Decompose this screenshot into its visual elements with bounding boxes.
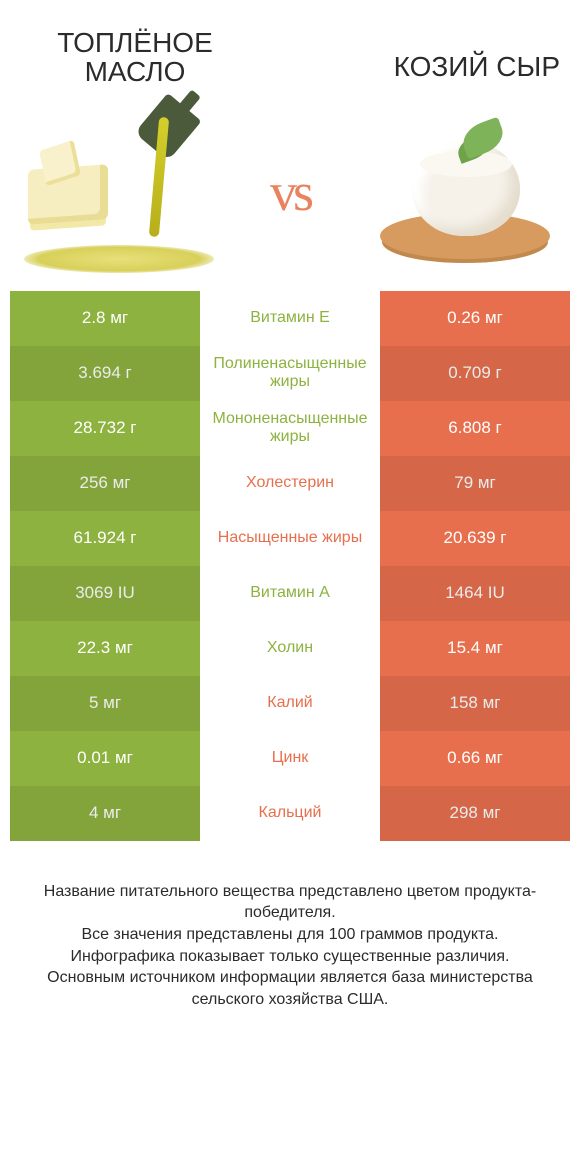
infographic: ТОПЛЁНОЕ МАСЛО КОЗИЙ СЫР vs 2.8 мгВитами… [10,0,570,1010]
left-value: 3069 IU [10,566,200,621]
table-row: 61.924 гНасыщенные жиры20.639 г [10,511,570,566]
nutrient-label: Витамин A [200,566,380,621]
right-product-image [360,107,560,277]
table-row: 28.732 гМононенасыщенные жиры6.808 г [10,401,570,456]
nutrient-label: Холин [200,621,380,676]
left-value: 2.8 мг [10,291,200,346]
right-value: 79 мг [380,456,570,511]
left-value: 4 мг [10,786,200,841]
left-value: 3.694 г [10,346,200,401]
title-left: ТОПЛЁНОЕ МАСЛО [20,28,250,87]
header: ТОПЛЁНОЕ МАСЛО КОЗИЙ СЫР [10,0,570,87]
left-value: 61.924 г [10,511,200,566]
table-row: 0.01 мгЦинк0.66 мг [10,731,570,786]
table-row: 22.3 мгХолин15.4 мг [10,621,570,676]
left-value: 22.3 мг [10,621,200,676]
right-value: 20.639 г [380,511,570,566]
title-right: КОЗИЙ СЫР [330,52,560,81]
left-value: 5 мг [10,676,200,731]
table-row: 3.694 гПолиненасыщенные жиры0.709 г [10,346,570,401]
nutrient-label: Цинк [200,731,380,786]
right-value: 0.26 мг [380,291,570,346]
vs-label: vs [270,161,310,223]
right-value: 158 мг [380,676,570,731]
nutrient-label: Мононенасыщенные жиры [200,401,380,456]
footer-line: Все значения представлены для 100 граммо… [36,924,544,946]
table-row: 4 мгКальций298 мг [10,786,570,841]
right-value: 0.66 мг [380,731,570,786]
right-value: 6.808 г [380,401,570,456]
right-value: 0.709 г [380,346,570,401]
nutrient-label: Калий [200,676,380,731]
nutrient-label: Витамин E [200,291,380,346]
left-value: 28.732 г [10,401,200,456]
comparison-table: 2.8 мгВитамин E0.26 мг3.694 гПолиненасыщ… [10,291,570,841]
left-value: 0.01 мг [10,731,200,786]
left-product-title: ТОПЛЁНОЕ МАСЛО [20,28,250,87]
nutrient-label: Насыщенные жиры [200,511,380,566]
footer-line: Название питательного вещества представл… [36,881,544,924]
table-row: 3069 IUВитамин A1464 IU [10,566,570,621]
left-product-image [20,107,220,277]
right-value: 298 мг [380,786,570,841]
table-row: 256 мгХолестерин79 мг [10,456,570,511]
footer-line: Инфографика показывает только существенн… [36,946,544,968]
image-row: vs [10,87,570,291]
nutrient-label: Холестерин [200,456,380,511]
nutrient-label: Кальций [200,786,380,841]
table-row: 2.8 мгВитамин E0.26 мг [10,291,570,346]
right-value: 1464 IU [380,566,570,621]
footer-line: Основным источником информации является … [36,967,544,1010]
right-value: 15.4 мг [380,621,570,676]
table-row: 5 мгКалий158 мг [10,676,570,731]
right-product-title: КОЗИЙ СЫР [330,28,560,81]
left-value: 256 мг [10,456,200,511]
footer-notes: Название питательного вещества представл… [10,841,570,1011]
nutrient-label: Полиненасыщенные жиры [200,346,380,401]
oil-pool-shape [24,245,214,273]
